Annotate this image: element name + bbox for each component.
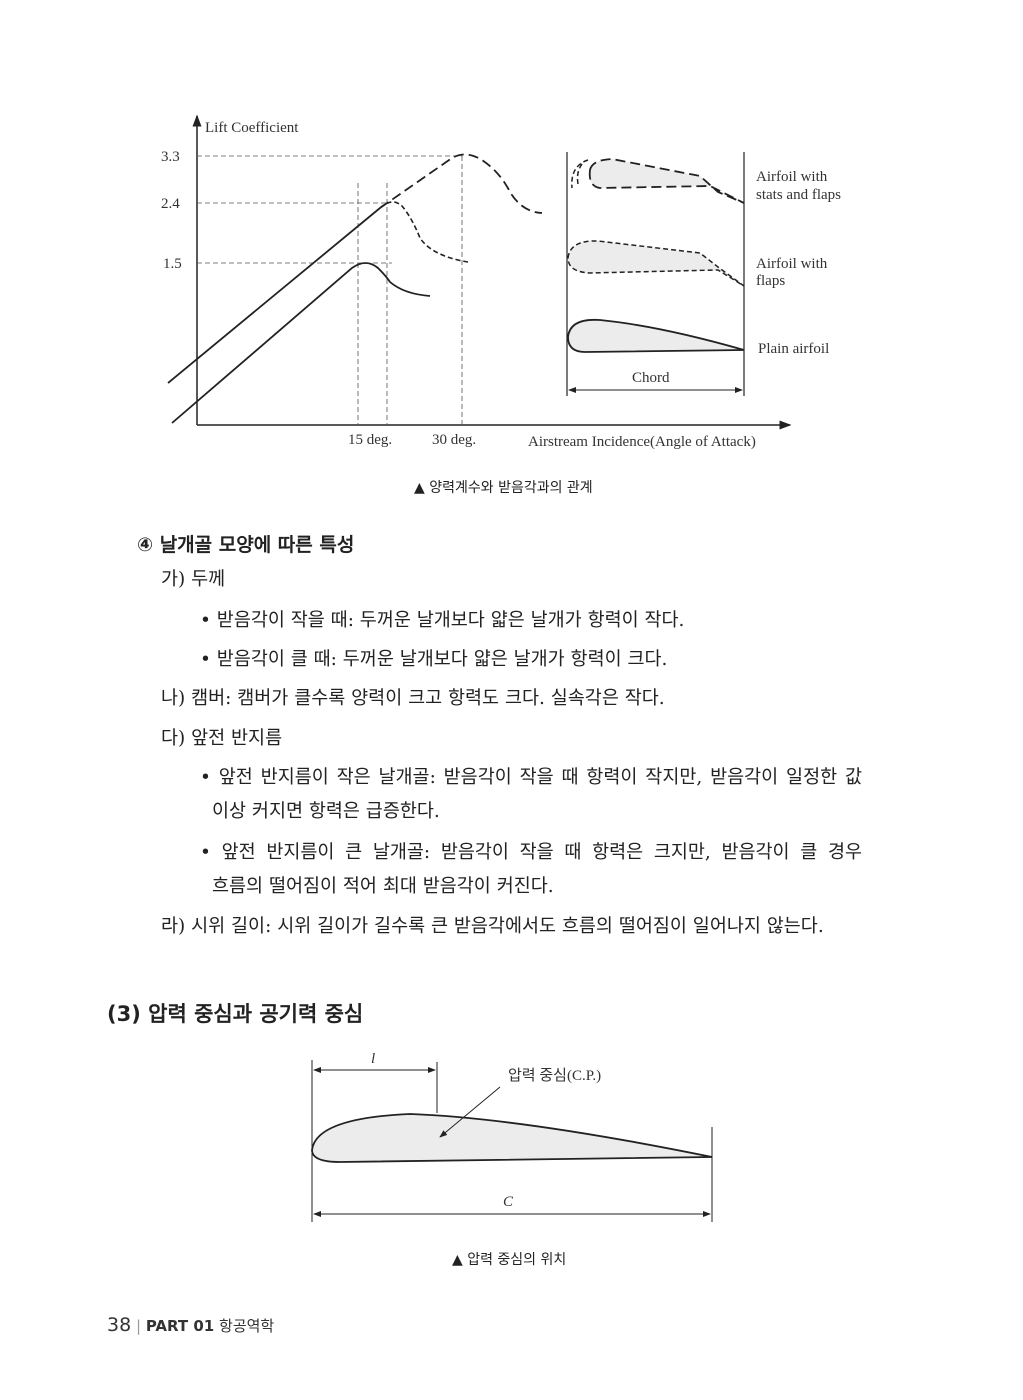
subsection-title: 다) 앞전 반지름 — [161, 728, 283, 749]
curve-flaps — [379, 201, 469, 263]
figure2-caption: ▲ 압력 중심의 위치 — [452, 1252, 567, 1268]
chapter-title: 항공역학 — [219, 1317, 275, 1335]
airfoil-label: Airfoil with — [756, 169, 828, 185]
airfoil-label: Plain airfoil — [758, 341, 829, 357]
x-axis-label: Airstream Incidence(Angle of Attack) — [528, 434, 756, 450]
bullet-item: • 앞전 반지름이 큰 날개골: 받음각이 작을 때 항력은 크지만, 받음각이… — [200, 842, 862, 863]
figure1-caption: ▲ 양력계수와 받음각과의 관계 — [414, 480, 593, 496]
y-axis-label: Lift Coefficient — [205, 120, 299, 136]
section-heading: (3) 압력 중심과 공기력 중심 — [107, 1002, 364, 1026]
cp-label: 압력 중심(C.P.) — [508, 1067, 601, 1084]
curve-slats-flaps-solid — [167, 207, 381, 384]
curve-plain — [171, 262, 431, 424]
bullet-item: • 앞전 반지름이 작은 날개골: 받음각이 작을 때 항력이 작지만, 받음각… — [200, 767, 862, 788]
page-footer: 38 | PART 01 항공역학 — [107, 1314, 274, 1336]
airfoil — [311, 1113, 713, 1163]
paragraph: 나) 캠버: 캠버가 클수록 양력이 크고 항력도 크다. 실속각은 작다. — [161, 688, 665, 709]
airfoil-plain — [567, 318, 745, 353]
part-label: PART 01 — [145, 1317, 215, 1335]
l-label: l — [371, 1051, 375, 1067]
airfoil-flaps — [567, 240, 745, 287]
c-label: C — [503, 1194, 514, 1210]
subsection-title: 가) 두께 — [161, 569, 226, 590]
x-tick: 15 deg. — [348, 432, 392, 448]
page-number: 38 — [107, 1314, 132, 1336]
airfoil-label: flaps — [756, 273, 785, 289]
y-tick: 3.3 — [161, 149, 180, 165]
lift-coefficient-figure: Lift Coefficient 3.3 2.4 1.5 15 deg. 30 … — [161, 114, 841, 450]
airfoil-label: stats and flaps — [756, 187, 841, 203]
bullet-continuation: 흐름의 떨어짐이 적어 최대 받음각이 커진다. — [212, 876, 554, 897]
section-heading: ④ 날개골 모양에 따른 특성 — [137, 534, 355, 556]
y-tick: 2.4 — [161, 196, 180, 212]
chord-label: Chord — [632, 370, 670, 386]
curve-slats-flaps — [379, 153, 543, 214]
airfoil-label: Airfoil with — [756, 256, 828, 272]
bullet-item: • 받음각이 작을 때: 두꺼운 날개보다 얇은 날개가 항력이 작다. — [200, 610, 685, 631]
footer-separator: | — [135, 1317, 142, 1335]
y-tick: 1.5 — [163, 256, 182, 272]
bullet-continuation: 이상 커지면 항력은 급증한다. — [212, 801, 440, 822]
x-tick: 30 deg. — [432, 432, 476, 448]
slat — [571, 159, 589, 189]
bullet-item: • 받음각이 클 때: 두꺼운 날개보다 얇은 날개가 항력이 크다. — [200, 649, 668, 670]
paragraph: 라) 시위 길이: 시위 길이가 길수록 큰 받음각에서도 흐름의 떨어짐이 일… — [161, 916, 824, 937]
cp-pointer-arrow — [439, 1086, 501, 1138]
airfoil-slats-flaps — [588, 158, 745, 204]
